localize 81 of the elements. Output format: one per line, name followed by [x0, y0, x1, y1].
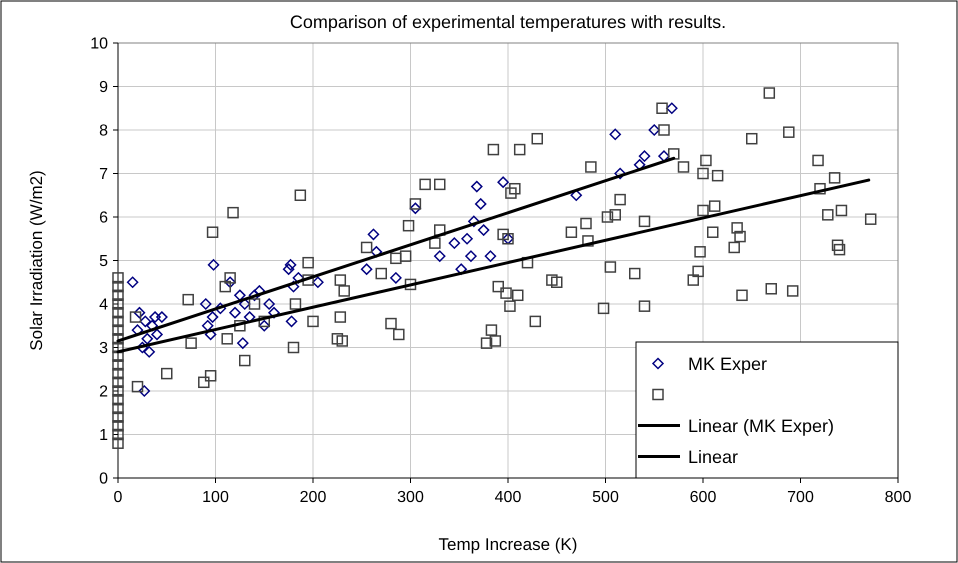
x-tick-label: 200: [300, 489, 326, 506]
point: [204, 328, 216, 340]
point: [471, 180, 483, 192]
point: [234, 290, 246, 302]
x-axis-title: Temp Increase (K): [438, 535, 578, 554]
legend-label: Linear (MK Exper): [688, 416, 834, 436]
point: [151, 328, 163, 340]
point: [149, 311, 161, 323]
point: [610, 128, 621, 140]
y-tick-label: 5: [99, 253, 108, 270]
legend-label: Linear: [688, 446, 738, 467]
y-tick-label: 10: [90, 36, 108, 53]
point: [368, 228, 380, 240]
point: [410, 202, 422, 214]
y-tick-label: 3: [99, 340, 108, 358]
point: [648, 124, 660, 136]
point: [474, 198, 486, 210]
point: [229, 306, 241, 318]
chart-title: Comparison of experimental temperatures with results.: [290, 12, 726, 32]
point: [156, 311, 168, 323]
point: [614, 168, 626, 180]
point: [360, 263, 372, 275]
point: [202, 320, 214, 332]
point: [258, 320, 270, 332]
point: [214, 302, 226, 314]
point: [658, 150, 670, 162]
point: [136, 342, 148, 354]
point: [263, 298, 275, 310]
point: [143, 346, 155, 358]
point: [138, 385, 150, 397]
point: [461, 233, 473, 244]
y-axis-title: Solar Irradiation (W/m2): [27, 170, 46, 351]
point: [126, 276, 138, 288]
y-tick-label: 4: [99, 296, 108, 314]
y-tick-label: 9: [99, 79, 108, 96]
point: [468, 216, 480, 228]
point: [390, 272, 402, 284]
point: [497, 176, 509, 188]
y-tick-label: 1: [99, 427, 108, 444]
point: [312, 276, 324, 288]
y-tick-label: 8: [99, 122, 108, 140]
y-tick-label: 0: [99, 470, 108, 488]
point: [224, 276, 236, 288]
point: [455, 263, 467, 275]
point: [666, 102, 678, 114]
y-tick-label: 6: [99, 210, 108, 227]
legend-label: MK Exper: [688, 354, 768, 374]
x-tick-label: 100: [202, 489, 229, 506]
point: [208, 259, 220, 271]
point: [282, 263, 294, 275]
x-tick-label: 700: [787, 489, 814, 506]
point: [254, 285, 266, 297]
point: [465, 250, 477, 262]
point: [434, 250, 446, 262]
x-tick-label: 400: [494, 489, 522, 506]
point: [248, 290, 260, 302]
x-tick-label: 300: [397, 489, 424, 506]
point: [268, 306, 280, 318]
x-tick-label: 800: [884, 489, 912, 506]
point: [570, 190, 582, 201]
point: [288, 280, 300, 292]
point: [292, 272, 304, 284]
x-tick-label: 500: [592, 489, 619, 506]
point: [237, 337, 249, 349]
point: [134, 306, 146, 318]
point: [244, 311, 256, 323]
point: [286, 316, 298, 328]
point: [142, 333, 153, 345]
y-tick-label: 7: [99, 166, 108, 184]
point: [478, 224, 490, 236]
y-tick-label: 2: [99, 384, 108, 401]
point: [638, 150, 650, 162]
point: [448, 237, 460, 249]
point: [200, 298, 212, 310]
point: [284, 259, 296, 271]
point: [206, 311, 218, 323]
x-tick-label: 600: [690, 489, 716, 506]
point: [140, 316, 152, 328]
point: [484, 250, 496, 262]
x-tick-label: 0: [114, 489, 123, 506]
point: [146, 320, 158, 332]
